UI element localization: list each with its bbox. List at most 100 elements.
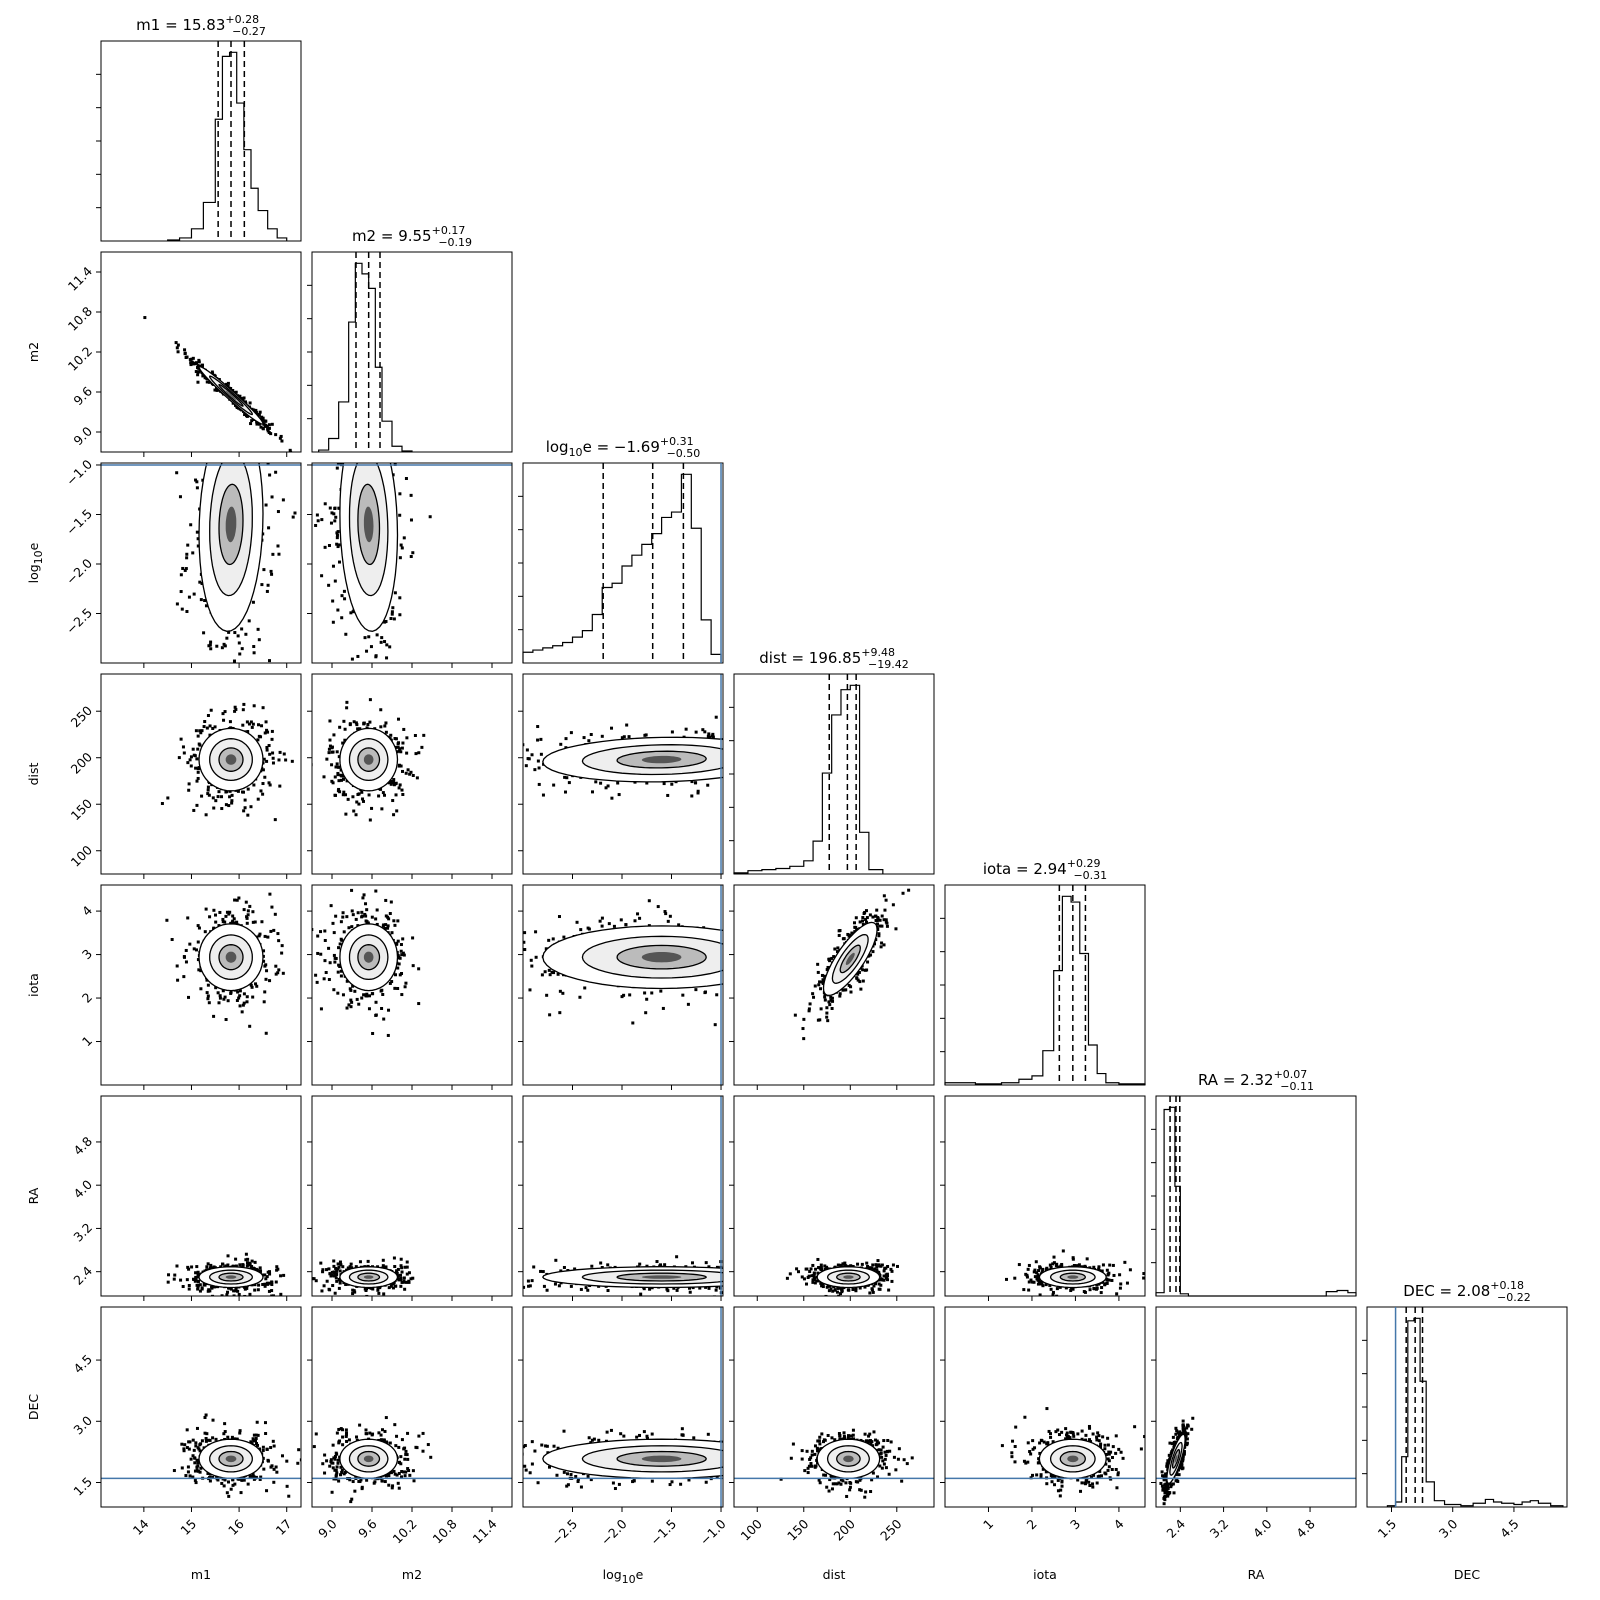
sample-point [661, 1006, 665, 1010]
sample-point [199, 969, 203, 973]
sample-point [345, 706, 349, 710]
sample-point [382, 431, 385, 434]
sample-point [197, 968, 201, 972]
sample-point [396, 939, 400, 943]
sample-point [558, 1011, 562, 1015]
sample-point [248, 1024, 252, 1028]
sample-point [373, 428, 376, 431]
sample-point [196, 370, 200, 374]
sample-point [947, 720, 950, 723]
sample-point [325, 1268, 329, 1272]
sample-point [215, 703, 218, 706]
sample-point [530, 964, 534, 968]
y-tick-label: −1.5 [63, 506, 95, 538]
sample-point [728, 968, 731, 971]
sample-point [374, 917, 378, 921]
sample-point [220, 446, 223, 449]
sample-point [345, 405, 348, 408]
sample-point [389, 733, 393, 737]
sample-point [251, 600, 255, 604]
sample-point [422, 733, 426, 737]
sample-point [263, 964, 267, 968]
sample-point [517, 772, 520, 775]
sample-point [265, 589, 269, 593]
sample-point [396, 966, 400, 970]
sample-point [341, 453, 344, 456]
y-tick-label: 2 [79, 990, 95, 1006]
sample-point [647, 899, 651, 903]
sample-point [206, 983, 210, 987]
sample-point [726, 974, 729, 977]
sample-point [777, 764, 780, 767]
sample-point [838, 994, 842, 998]
sample-point [198, 743, 202, 747]
sample-point [827, 1000, 831, 1004]
sample-point [488, 756, 491, 759]
sample-point [241, 442, 244, 445]
sample-point [369, 1286, 373, 1290]
sample-point [267, 423, 271, 427]
sample-point [355, 800, 359, 804]
sample-point [204, 604, 208, 608]
sample-point [741, 757, 744, 760]
sample-point [882, 943, 886, 947]
sample-point [333, 454, 336, 457]
sample-point [374, 655, 378, 659]
sample-point [684, 727, 688, 731]
sample-point [338, 790, 342, 794]
sample-point [766, 954, 769, 957]
sample-point [245, 720, 249, 724]
sample-point [202, 1283, 206, 1287]
sample-point [404, 477, 408, 481]
density-contour [225, 390, 237, 401]
sample-point [234, 410, 237, 413]
sample-point [323, 938, 327, 942]
sample-point [752, 958, 755, 961]
sample-point [253, 920, 257, 924]
sample-point [638, 916, 642, 920]
sample-point [373, 409, 376, 412]
sample-point [526, 757, 530, 761]
sample-point [327, 583, 331, 587]
sample-point [338, 560, 342, 564]
sample-point [346, 797, 350, 801]
panel-frame [522, 884, 724, 1086]
sample-point [495, 937, 498, 940]
sample-point [268, 1270, 272, 1274]
sample-point [666, 793, 670, 797]
sample-point [666, 919, 670, 923]
sample-point [196, 924, 200, 928]
y-tick-label: 3.2 [70, 1220, 95, 1245]
title-RA: RA = 2.32+0.07 −0.11 [1198, 1068, 1314, 1093]
sample-point [327, 747, 331, 751]
sample-point [280, 439, 284, 443]
sample-point [323, 959, 327, 963]
sample-point [739, 994, 742, 997]
sample-point [275, 1265, 279, 1269]
sample-point [390, 610, 394, 614]
sample-point [586, 926, 590, 930]
sample-point [194, 948, 198, 952]
sample-point [376, 441, 379, 444]
sample-point [207, 793, 211, 797]
sample-point [833, 947, 837, 951]
sample-point [182, 751, 186, 755]
sample-point [225, 790, 229, 794]
sample-point [189, 755, 193, 759]
sample-point [496, 776, 499, 779]
histogram-m2 [318, 262, 413, 452]
sample-point [743, 954, 746, 957]
sample-point [271, 459, 274, 462]
sample-point [331, 921, 335, 925]
sample-point [336, 608, 340, 612]
sample-point [379, 438, 382, 441]
sample-point [755, 740, 758, 743]
sample-point [900, 751, 903, 754]
sample-point [759, 992, 762, 995]
sample-point [875, 922, 879, 926]
sample-point [206, 792, 210, 796]
sample-point [731, 758, 734, 761]
sample-point [751, 795, 754, 798]
sample-point [280, 951, 284, 955]
sample-point [406, 756, 409, 759]
